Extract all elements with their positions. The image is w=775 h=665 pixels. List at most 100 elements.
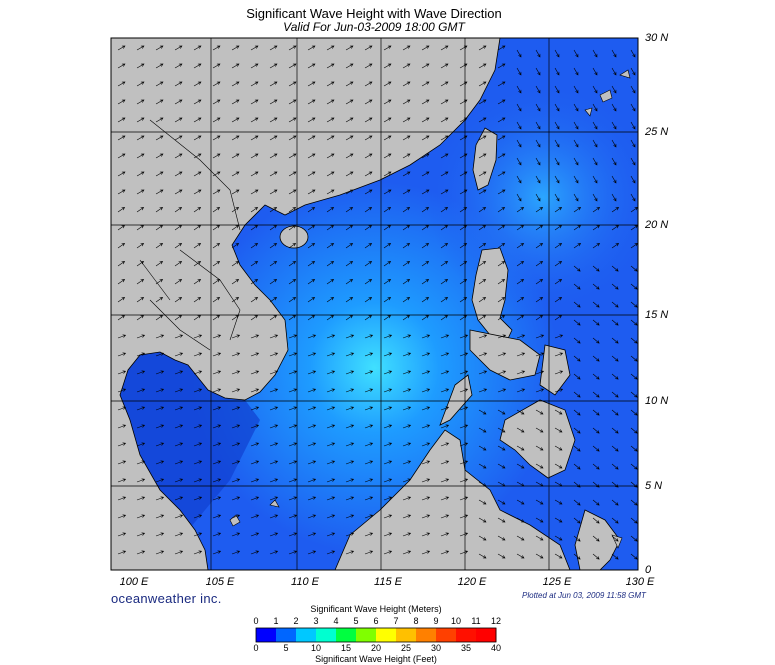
direction-arrow [193,442,203,447]
direction-arrow [212,81,221,87]
direction-arrow [155,460,165,465]
direction-arrow [307,153,316,159]
direction-arrow [193,189,202,195]
direction-arrow [193,117,202,123]
direction-arrow [307,460,317,465]
direction-arrow [611,243,620,249]
direction-arrow [497,370,507,375]
direction-arrow [288,460,298,465]
direction-arrow [326,243,335,249]
direction-arrow [421,478,431,483]
direction-arrow [630,85,636,94]
direction-arrow [383,63,392,69]
direction-arrow [250,279,259,285]
direction-arrow [364,388,374,393]
direction-arrow [383,496,393,501]
direction-arrow [288,153,297,159]
colorbar-tick-meters: 0 [253,616,259,626]
direction-arrow [136,243,145,249]
direction-arrow [592,499,600,506]
direction-arrow [554,499,563,505]
direction-arrow [421,261,430,267]
direction-arrow [117,496,127,501]
direction-arrow [611,517,619,524]
direction-arrow [269,478,279,483]
direction-arrow [592,85,598,94]
direction-arrow [269,496,279,501]
direction-arrow [117,189,126,195]
direction-arrow [288,424,298,429]
direction-arrow [440,424,450,429]
direction-arrow [136,460,146,465]
direction-arrow [155,117,164,123]
direction-arrow [326,315,335,321]
direction-arrow [440,45,449,51]
direction-arrow [440,352,450,357]
direction-arrow [364,45,373,51]
direction-arrow [326,117,335,123]
direction-arrow [288,334,298,339]
direction-arrow [250,334,260,339]
direction-arrow [478,99,487,105]
direction-arrow [516,103,522,112]
direction-arrow [630,337,638,344]
direction-arrow [345,207,354,213]
direction-arrow [592,103,598,112]
direction-arrow [497,445,506,451]
direction-arrow [155,496,165,501]
direction-arrow [573,283,581,290]
direction-arrow [611,207,620,213]
direction-arrow [497,117,506,123]
direction-arrow [193,45,202,51]
direction-arrow [212,460,222,465]
direction-arrow [117,334,127,339]
direction-arrow [136,135,145,141]
direction-arrow [611,157,617,166]
direction-arrow [497,388,507,393]
direction-arrow [440,261,449,267]
direction-arrow [326,496,336,501]
direction-arrow [421,171,430,177]
direction-arrow [250,424,260,429]
direction-arrow [497,171,506,177]
direction-arrow [288,171,297,177]
direction-arrow [516,553,525,559]
direction-arrow [440,370,450,375]
direction-arrow [440,514,450,519]
direction-arrow [117,370,127,375]
direction-arrow [478,388,488,393]
direction-arrow [497,153,506,159]
direction-arrow [345,406,355,411]
direction-arrow [592,193,598,202]
direction-arrow [383,334,393,339]
map-grid [111,38,638,570]
direction-arrow [516,193,522,202]
direction-arrow [231,225,240,231]
direction-arrow [136,388,146,393]
direction-arrow [611,67,617,76]
colorbar-tick-feet: 10 [310,643,321,653]
direction-arrow [421,45,430,51]
direction-arrow [630,409,638,416]
direction-arrow [155,189,164,195]
direction-arrow [364,406,374,411]
direction-arrow [288,135,297,141]
direction-arrow [288,99,297,105]
direction-arrow [136,117,145,123]
direction-arrow [402,442,412,447]
direction-arrow [592,319,600,326]
direction-arrow [174,352,184,357]
colorbar-tick-meters: 5 [353,616,359,626]
direction-arrow [535,207,544,213]
direction-arrow [326,406,336,411]
direction-arrow [497,135,506,141]
direction-arrow [592,553,600,560]
direction-arrow [554,352,564,357]
direction-arrow [250,442,260,447]
direction-arrow [136,63,145,69]
direction-arrow [478,261,487,267]
direction-arrow [231,45,240,51]
direction-arrow [364,460,374,465]
direction-arrow [630,67,636,76]
direction-arrow [364,99,373,105]
